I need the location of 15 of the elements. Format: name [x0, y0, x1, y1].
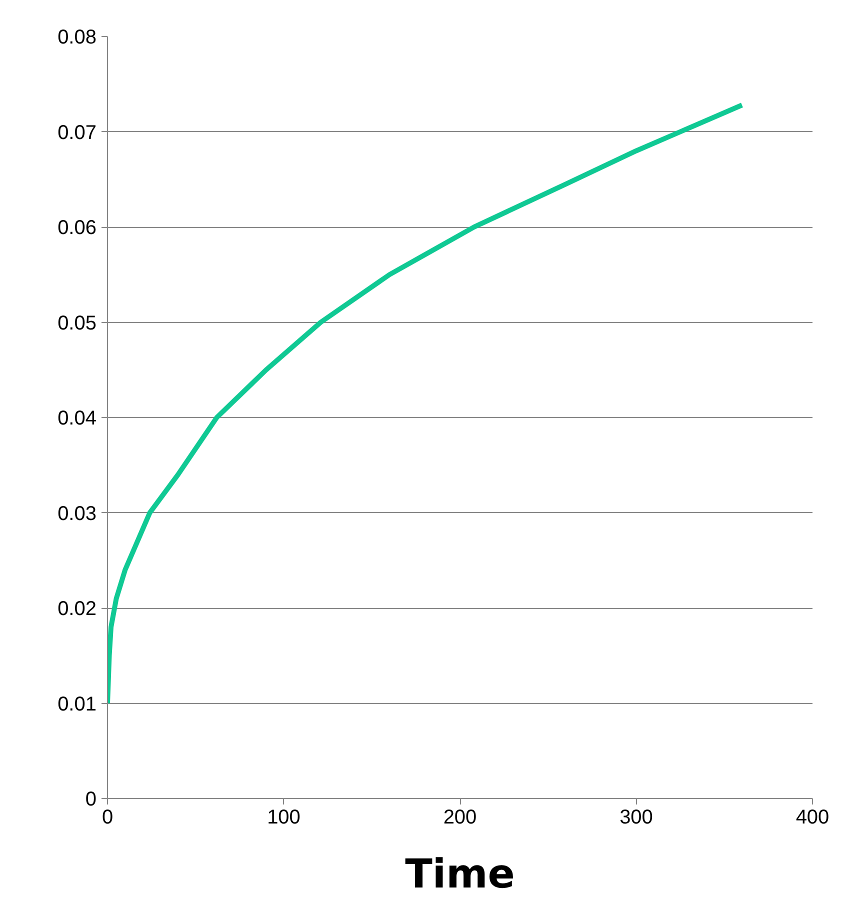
- x-tick-label: 400: [796, 806, 830, 828]
- y-tick-label: 0.08: [58, 26, 97, 48]
- x-tick-label: 100: [267, 806, 300, 828]
- y-tick-label: 0.07: [58, 122, 97, 144]
- x-tick-label: 200: [443, 806, 477, 828]
- y-tick-label: 0.01: [58, 693, 97, 716]
- x-axis-title: Time: [405, 852, 515, 898]
- y-tick-label: 0.02: [58, 598, 97, 620]
- y-tick-label: 0: [85, 788, 96, 810]
- y-tick-label: 0.05: [58, 312, 97, 334]
- x-tick-label: 300: [620, 806, 653, 828]
- y-tick-label: 0.04: [58, 408, 97, 430]
- y-tick-label: 0.03: [58, 502, 97, 525]
- y-tick-label: 0.06: [58, 217, 97, 239]
- x-tick-label: 0: [102, 806, 114, 828]
